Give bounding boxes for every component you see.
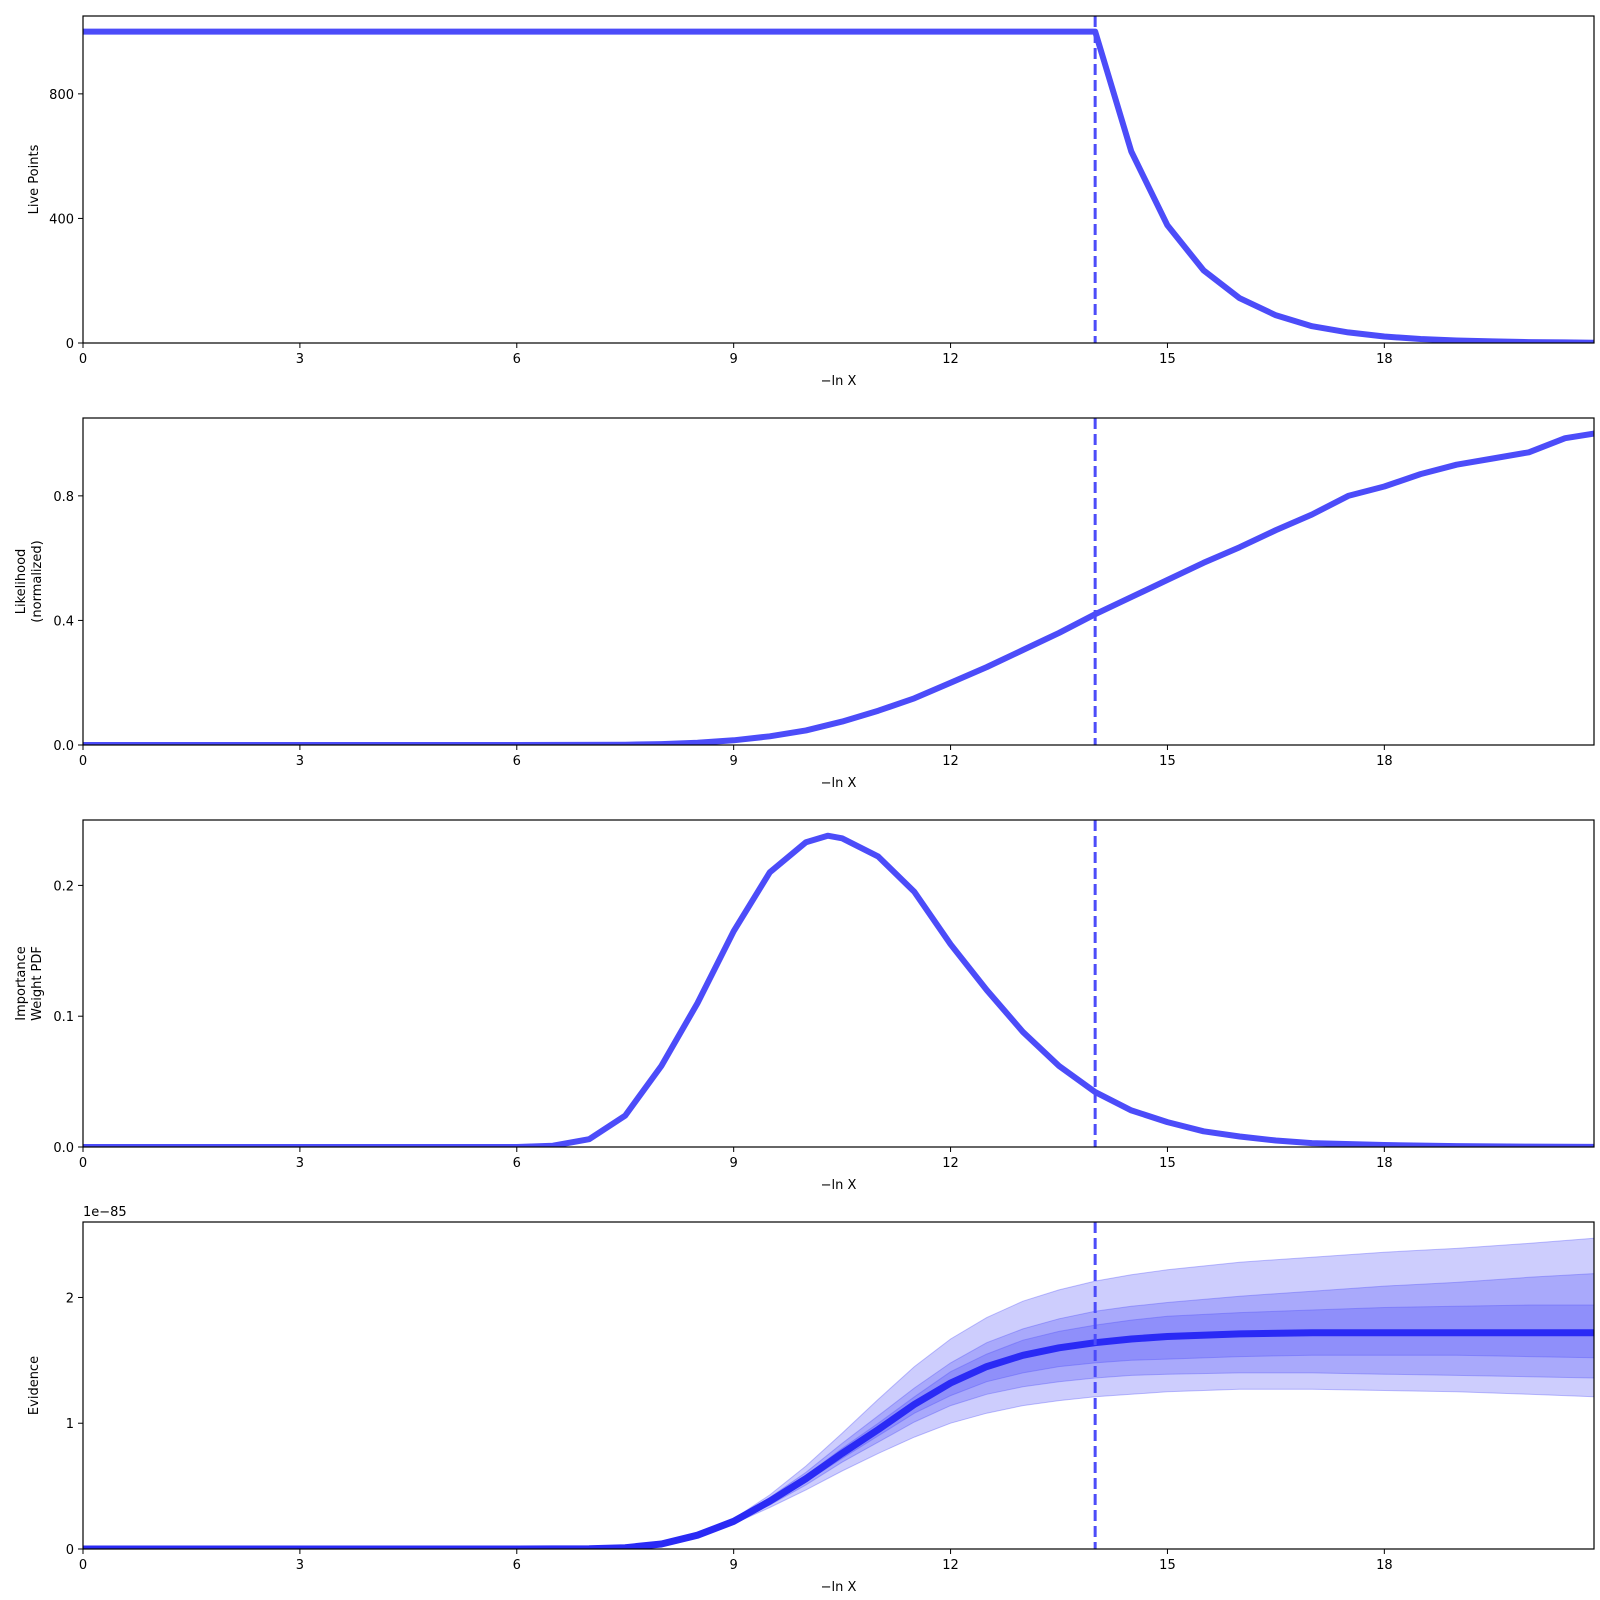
x-tick-label: 18 <box>1376 352 1393 367</box>
x-tick-label: 9 <box>730 1558 738 1573</box>
x-tick-label: 0 <box>79 1558 87 1573</box>
panel-live-points: 0 3 6 9 12 15 18 0 400 800 −ln X Live Points <box>27 15 1595 389</box>
x-tick-label: 12 <box>942 1558 959 1573</box>
y-tick-label: 0.1 <box>53 1010 74 1025</box>
series-line-1 <box>83 832 1594 1147</box>
x-axis-label: −ln X <box>821 776 857 791</box>
y-offset-text: 1e−85 <box>83 1205 127 1220</box>
series-line-1 <box>83 1329 1594 1549</box>
x-tick-label: 3 <box>296 1156 304 1171</box>
x-tick-label: 3 <box>296 352 304 367</box>
y-tick-label: 0.8 <box>53 490 74 505</box>
y-axis-label: Importance <box>14 946 29 1021</box>
evidence-band-1 <box>83 1237 1594 1549</box>
axes-frame <box>82 417 1595 746</box>
y-tick-label: 400 <box>49 212 74 227</box>
y-axis-label: Evidence <box>27 1356 42 1415</box>
y-tick-label: 2 <box>66 1291 74 1306</box>
x-tick-label: 12 <box>942 754 959 769</box>
panel-importance-weight: 0 3 6 9 12 15 18 0.0 0.1 0.2 −ln X Importance Weight… <box>14 819 1595 1193</box>
y-axis-label: Likelihood <box>14 549 29 615</box>
y-tick-label: 800 <box>49 88 74 103</box>
y-axis-label: Weight PDF <box>30 946 45 1021</box>
x-axis-label: −ln X <box>821 374 857 389</box>
panel-likelihood: 0 3 6 9 12 15 18 0.0 0.4 0.8 −ln X Likelihood (norma… <box>14 417 1595 791</box>
x-tick-label: 18 <box>1376 754 1393 769</box>
x-tick-label: 6 <box>513 1156 521 1171</box>
x-tick-label: 12 <box>942 1156 959 1171</box>
x-axis-label: −ln X <box>821 1178 857 1193</box>
x-tick-label: 12 <box>942 352 959 367</box>
evidence-band-3 <box>83 1304 1594 1549</box>
x-axis-label: −ln X <box>821 1580 857 1595</box>
x-tick-label: 6 <box>513 754 521 769</box>
x-tick-label: 9 <box>730 754 738 769</box>
x-tick-label: 6 <box>513 352 521 367</box>
y-tick-label: 1 <box>66 1417 74 1432</box>
y-tick-label: 0.2 <box>53 879 74 894</box>
y-tick-label: 0 <box>66 337 74 352</box>
y-tick-label: 0.0 <box>53 1141 74 1156</box>
x-tick-label: 0 <box>79 754 87 769</box>
x-tick-label: 15 <box>1159 352 1176 367</box>
x-tick-label: 18 <box>1376 1156 1393 1171</box>
x-tick-label: 9 <box>730 1156 738 1171</box>
x-tick-label: 0 <box>79 352 87 367</box>
y-tick-label: 0.4 <box>53 614 74 629</box>
x-tick-label: 18 <box>1376 1558 1393 1573</box>
series-line-1 <box>83 28 1594 343</box>
x-tick-label: 15 <box>1159 754 1176 769</box>
axes-frame <box>82 819 1595 1148</box>
series-line-1 <box>83 430 1594 745</box>
y-tick-label: 0.0 <box>53 739 74 754</box>
x-tick-label: 3 <box>296 754 304 769</box>
y-axis-label: (normalized) <box>30 540 45 622</box>
x-tick-label: 3 <box>296 1558 304 1573</box>
x-tick-label: 9 <box>730 352 738 367</box>
evidence-band-2 <box>83 1273 1594 1549</box>
x-tick-label: 0 <box>79 1156 87 1171</box>
axes-frame <box>82 1221 1595 1550</box>
axes-frame <box>82 15 1595 344</box>
x-tick-label: 6 <box>513 1558 521 1573</box>
x-tick-label: 15 <box>1159 1156 1176 1171</box>
x-tick-label: 15 <box>1159 1558 1176 1573</box>
y-axis-label: Live Points <box>27 144 42 214</box>
y-tick-label: 0 <box>66 1543 74 1558</box>
